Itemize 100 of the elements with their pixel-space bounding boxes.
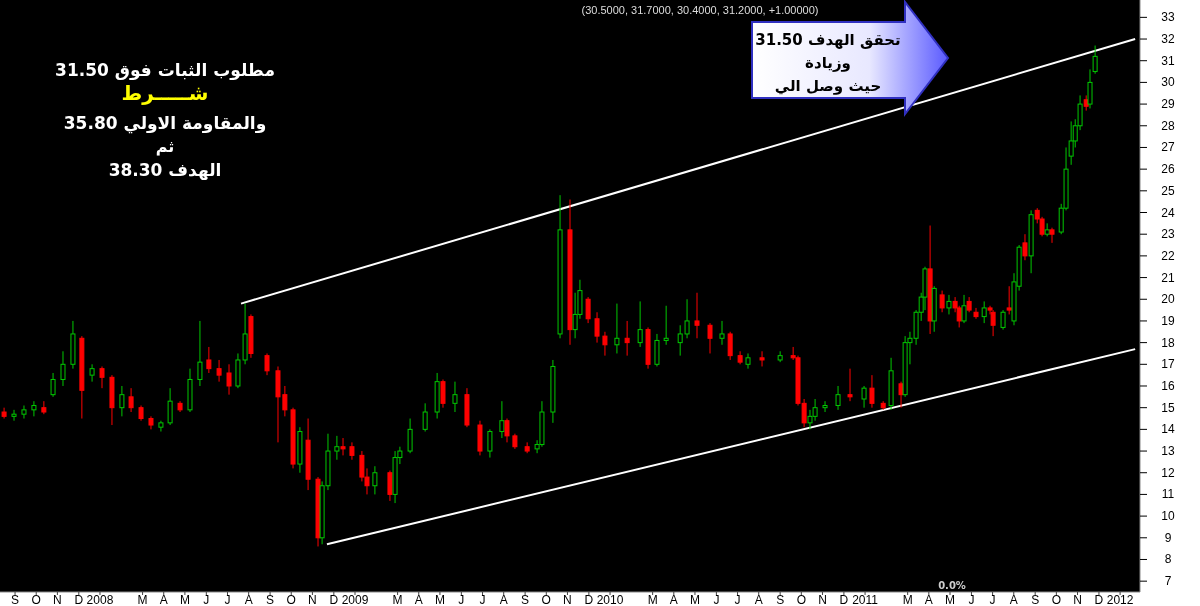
x-tick-label: J [479,593,486,606]
candlestick [990,309,996,337]
x-tick-label: N [563,593,572,606]
candlestick [973,307,979,320]
y-tick-label: 13 [1161,444,1175,459]
x-tick-label: 2008 [86,593,114,606]
x-tick-label: S [1031,593,1040,606]
annotation: حيث وصل الي [774,77,882,95]
x-tick-label: 2011 [852,593,879,606]
x-tick-label: M [179,593,190,606]
y-tick-label: 29 [1161,97,1175,112]
y-tick-label: 7 [1164,574,1172,589]
y-tick-label: 21 [1161,270,1175,285]
candlestick [777,350,783,363]
candlestick [624,320,630,357]
x-tick-label: D [74,593,84,606]
candlestick [637,300,643,348]
candlestick [602,331,608,357]
x-tick-label: A [244,593,253,606]
y-tick-label: 32 [1161,32,1175,47]
x-tick-label: A [1009,593,1018,606]
y-tick-label: 27 [1161,140,1175,155]
candlestick [407,418,413,454]
candlestick [719,320,725,346]
candlestick [167,387,173,426]
candlestick [745,352,751,370]
candlestick [614,303,620,354]
candlestick [387,470,393,502]
x-tick-label: S [11,593,20,606]
y-tick-label: 12 [1161,465,1175,480]
annotation: ثم [155,137,175,156]
candlestick [822,400,828,413]
candlestick [869,374,875,409]
chart-title: (30.5000, 31.7000, 30.4000, 31.2000, +1.00000) [581,4,819,16]
annotation: مطلوب الثبات فوق 31.50 [55,60,275,81]
candlestick [372,465,378,495]
candlestick [31,400,37,417]
y-tick-label: 17 [1161,357,1175,372]
x-tick-label: O [31,593,41,606]
candlestick [487,428,493,459]
candlestick [452,381,458,413]
candlestick [89,363,95,383]
candlestick [759,350,765,367]
candlestick [707,322,713,354]
candlestick [861,385,867,409]
candlestick [334,435,340,461]
candlestick [41,400,47,415]
x-tick-label: O [796,593,806,606]
x-tick-label: A [159,593,168,606]
x-tick-label: A [754,593,763,606]
candlestick [11,409,17,422]
y-tick-label: 33 [1161,10,1175,25]
candlestick [50,372,56,398]
x-tick-label: A [669,593,678,606]
x-tick-label: A [924,593,933,606]
x-tick-label: M [392,593,403,606]
candlestick [197,320,203,387]
x-tick-label: D [1094,593,1104,606]
candlestick [594,311,600,344]
x-tick-label: D [584,593,594,606]
candlestick [654,333,660,367]
x-tick-label: J [224,593,231,606]
candlestick [847,368,853,402]
x-tick-label: A [414,593,423,606]
y-tick-label: 14 [1161,422,1175,437]
x-tick-label: S [521,593,530,606]
x-tick-label: J [458,593,465,606]
x-tick-label: S [776,593,785,606]
candlestick [499,400,505,439]
candlestick [60,350,66,387]
x-tick-label: N [308,593,317,606]
x-tick-label: N [53,593,62,606]
x-tick-label: S [266,593,275,606]
annotation: الهدف 38.30 [108,160,222,181]
y-tick-label: 24 [1161,205,1175,220]
candlestick [946,294,952,315]
annotation: والمقاومة الاولي 35.80 [63,113,267,134]
candlestick [981,300,987,324]
candlestick [1000,309,1006,331]
x-tick-label: O [541,593,551,606]
y-tick-label: 22 [1161,248,1175,263]
candlestick [158,420,164,433]
y-tick-label: 9 [1164,530,1172,545]
y-tick-label: 26 [1161,162,1175,177]
y-tick-label: 31 [1161,53,1175,68]
x-tick-label: J [713,593,720,606]
candlestick [21,405,27,420]
candlestick [99,365,105,389]
annotation: شـــــرط [121,81,209,105]
x-tick-label: J [968,593,975,606]
x-tick-label: N [1073,593,1082,606]
candlestick [128,387,134,413]
x-tick-label: D [329,593,339,606]
candlestick [835,385,841,411]
y-tick-label: 20 [1161,292,1175,307]
annotation: تحقق الهدف 31.50 [755,31,901,49]
y-tick-label: 15 [1161,400,1175,415]
x-tick-label: J [989,593,996,606]
candlestick [585,296,591,324]
x-tick-label: 2010 [596,593,624,606]
